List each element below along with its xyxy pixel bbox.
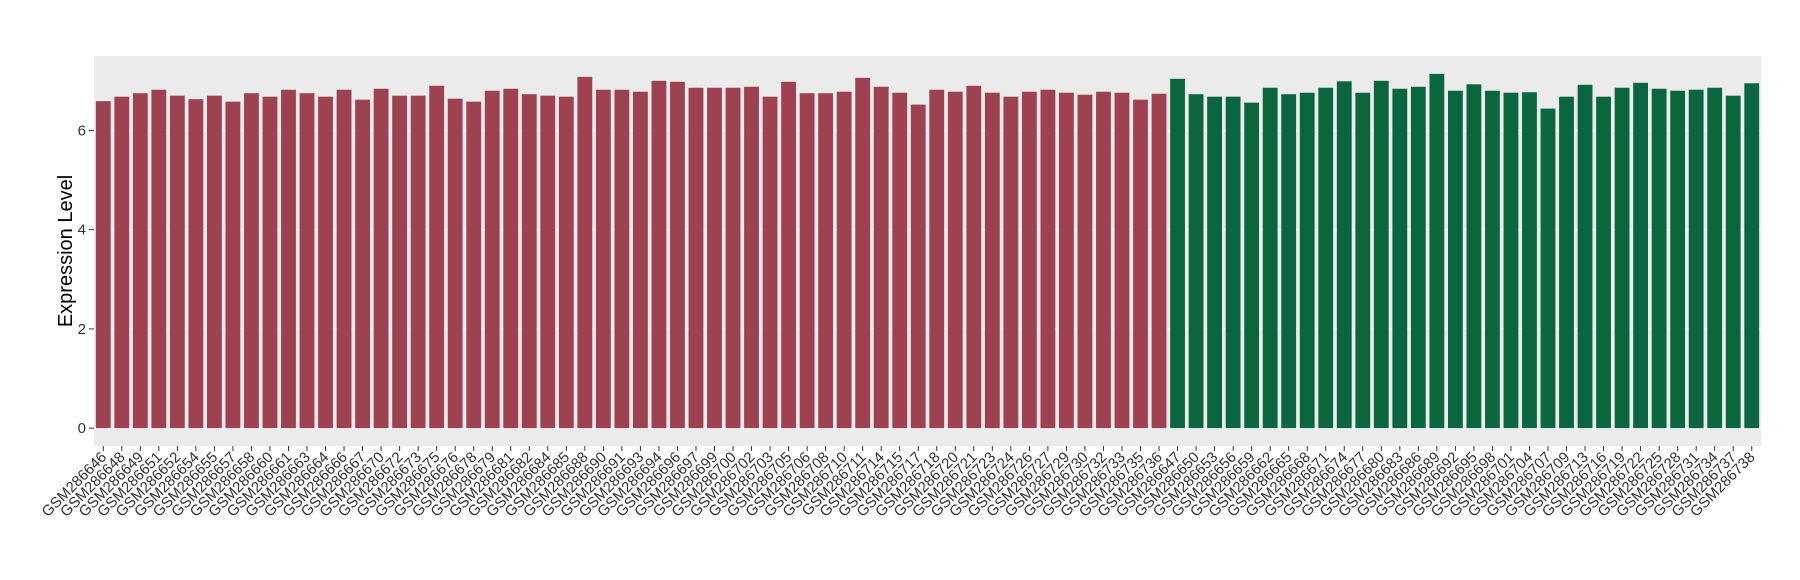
bar <box>1559 96 1574 429</box>
y-tick-label: 0 <box>78 420 86 437</box>
bar <box>429 85 445 429</box>
bar <box>1725 95 1741 429</box>
bar <box>1336 81 1352 429</box>
bar <box>1225 96 1241 429</box>
bar <box>855 77 871 429</box>
bar <box>1188 94 1204 429</box>
bar <box>1596 96 1611 429</box>
bar <box>1447 90 1463 429</box>
bar <box>1744 83 1760 429</box>
bar <box>318 96 333 429</box>
bar <box>1133 99 1148 429</box>
bar <box>355 99 370 429</box>
bar <box>1021 91 1037 429</box>
bar <box>169 95 185 429</box>
bar <box>1355 92 1371 429</box>
bar <box>1059 92 1074 429</box>
bar <box>151 89 167 429</box>
bar <box>466 101 482 429</box>
bar <box>1540 108 1556 429</box>
bar <box>1429 73 1445 429</box>
bar <box>1503 92 1519 429</box>
bar <box>262 96 278 429</box>
bar <box>244 93 259 429</box>
bar <box>670 81 685 429</box>
y-tick-label: 6 <box>78 122 86 139</box>
bar <box>188 99 204 429</box>
y-tick-label: 4 <box>78 222 86 239</box>
y-axis-title: Expression Level <box>55 175 77 327</box>
bar <box>1040 89 1056 429</box>
bar <box>651 80 667 429</box>
bar <box>1410 86 1426 429</box>
bar <box>299 93 315 429</box>
bar <box>1373 80 1389 429</box>
bar <box>1614 87 1630 429</box>
bar <box>929 89 945 429</box>
bar <box>799 93 815 429</box>
bar <box>614 89 630 429</box>
bar <box>595 89 611 429</box>
bar <box>1485 90 1500 429</box>
bar <box>1688 89 1704 429</box>
bar <box>225 101 241 429</box>
bar <box>1281 94 1297 429</box>
bar <box>1466 84 1482 429</box>
bar <box>1522 92 1537 429</box>
bar <box>447 98 463 429</box>
bar <box>1299 92 1315 429</box>
bar <box>1392 88 1408 429</box>
bar <box>410 95 426 429</box>
bar <box>1577 84 1593 429</box>
bar <box>1318 87 1334 429</box>
bar <box>744 86 759 429</box>
bar <box>373 88 389 429</box>
bar <box>707 87 722 429</box>
bar <box>1651 88 1667 429</box>
bar <box>114 96 130 429</box>
bar <box>1151 93 1167 429</box>
bar <box>762 96 778 429</box>
bar <box>688 87 704 429</box>
bar <box>1077 94 1093 429</box>
y-tick-label: 2 <box>78 321 86 338</box>
bar <box>132 93 148 429</box>
bar <box>1707 87 1723 429</box>
bar <box>484 90 500 429</box>
bar <box>503 88 519 429</box>
bar <box>1207 96 1223 429</box>
bar <box>1244 102 1260 429</box>
bar <box>984 92 1000 429</box>
bar <box>336 89 352 429</box>
bar <box>1633 82 1649 429</box>
bar <box>577 76 593 429</box>
bar <box>818 93 834 429</box>
bar <box>558 96 574 429</box>
plot-panel <box>94 56 1761 446</box>
bar <box>1114 92 1130 429</box>
bar <box>836 91 852 429</box>
bar <box>1003 96 1019 429</box>
bar <box>392 95 408 429</box>
bar <box>1096 91 1111 429</box>
bar <box>1170 78 1185 429</box>
bar <box>1670 90 1686 429</box>
bar <box>1262 87 1278 429</box>
bar <box>632 91 648 429</box>
bar <box>947 91 963 429</box>
bar <box>206 95 222 429</box>
bar <box>781 81 796 429</box>
bar <box>910 104 926 429</box>
bar <box>966 85 982 429</box>
bar <box>540 95 556 429</box>
bar <box>281 89 296 429</box>
bar <box>725 87 741 429</box>
bar <box>521 94 537 429</box>
bar <box>95 101 111 429</box>
bar <box>873 86 889 429</box>
bar <box>892 92 908 429</box>
